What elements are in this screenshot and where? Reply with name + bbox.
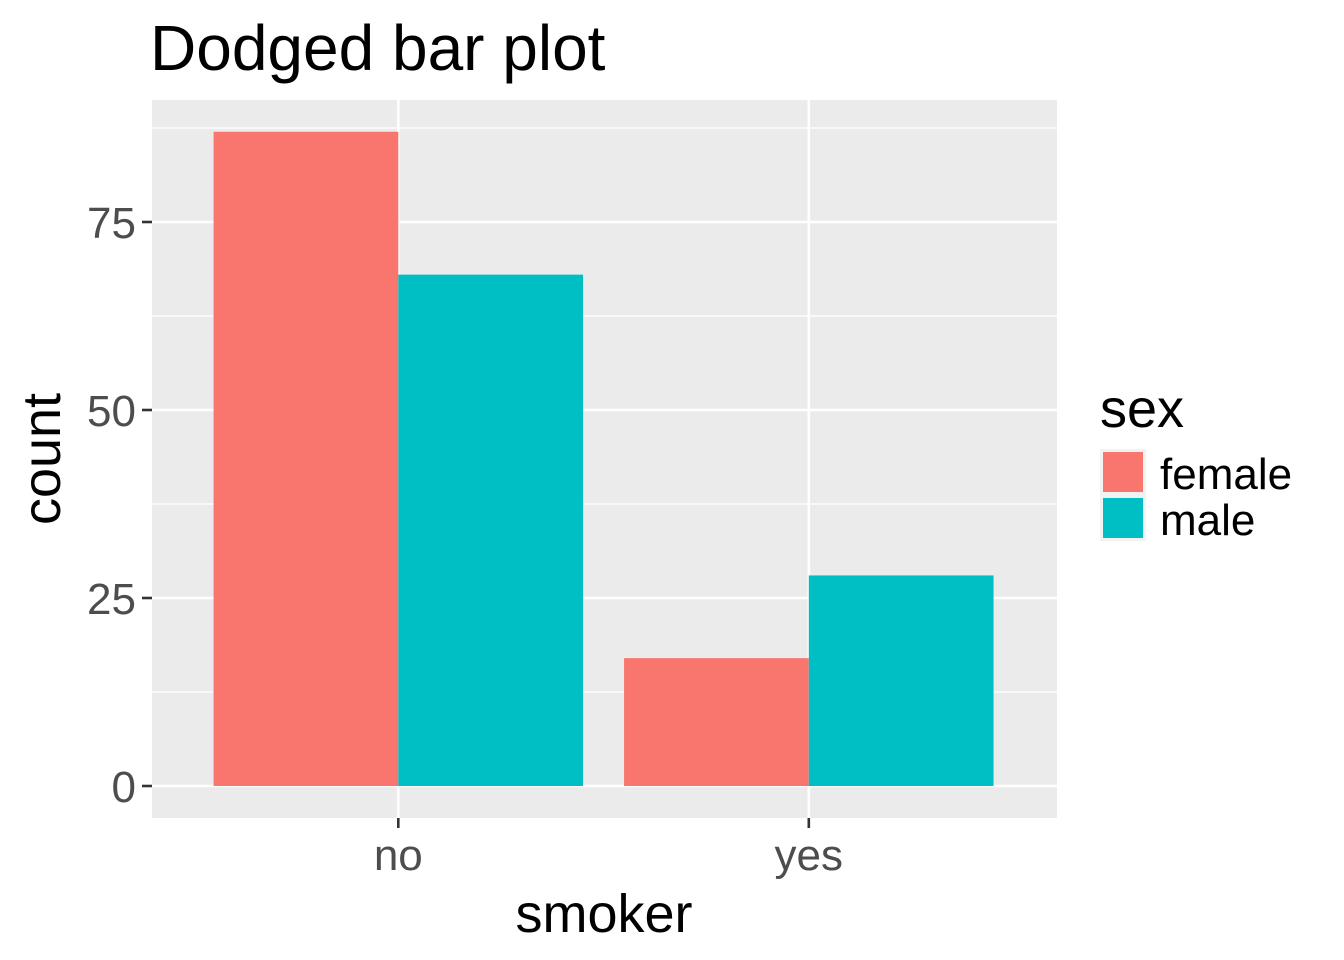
x-axis: no yes [374, 818, 843, 880]
x-tick-label-yes: yes [775, 831, 843, 880]
legend-title: sex [1100, 379, 1184, 439]
x-axis-title: smoker [515, 884, 692, 944]
x-tick-label-no: no [374, 831, 423, 880]
legend-swatch-female [1103, 452, 1143, 492]
bars-layer [213, 131, 994, 786]
bar-female-yes [624, 658, 809, 786]
y-tick-label: 75 [87, 199, 136, 248]
y-axis: 0 25 50 75 [87, 199, 152, 812]
legend-label-female: female [1160, 450, 1292, 499]
y-tick-label: 50 [87, 387, 136, 436]
legend-swatch-male [1103, 498, 1143, 538]
chart-title: Dodged bar plot [150, 12, 606, 84]
bar-male-no [398, 274, 584, 786]
y-tick-label: 0 [112, 763, 136, 812]
bar-male-yes [808, 575, 994, 786]
bar-female-no [213, 131, 399, 786]
legend-label-male: male [1160, 496, 1255, 545]
y-tick-label: 25 [87, 575, 136, 624]
y-axis-title: count [12, 393, 72, 525]
